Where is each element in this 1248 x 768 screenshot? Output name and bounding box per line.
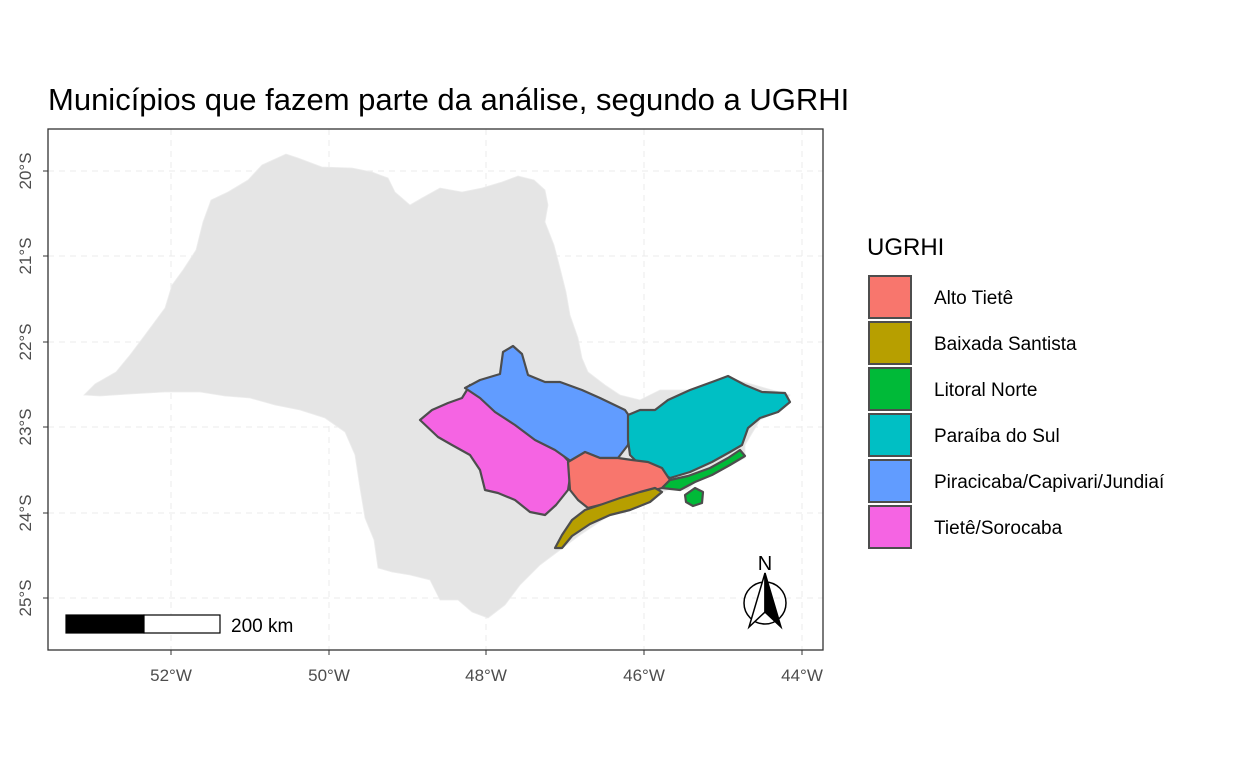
panel-border [47, 128, 824, 651]
legend-label-baixada-santista: Baixada Santista [934, 334, 1077, 355]
x-tick-label: 48°W [465, 666, 507, 685]
scale-bar: 200 km [65, 614, 293, 637]
map-title: Municípios que fazem parte da análise, s… [48, 82, 849, 117]
region-litoral-norte [660, 448, 747, 492]
north-arrow-label: N [758, 553, 772, 575]
scale-bar-segment-light [143, 614, 221, 634]
legend-title: UGRHI [867, 234, 944, 261]
region-baixada-santista [553, 486, 664, 550]
y-tick-label: 22°S [16, 323, 35, 360]
y-tick-label: 24°S [16, 494, 35, 531]
y-tick-label: 25°S [16, 579, 35, 616]
legend-swatch-tiete-sorocaba [868, 505, 912, 549]
north-arrow-right-half [764, 572, 783, 630]
axis-ticks [43, 170, 803, 655]
scale-bar-segment-dark [65, 614, 145, 634]
y-tick-label: 20°S [16, 152, 35, 189]
legend-label-alto-tiete: Alto Tietê [934, 288, 1013, 309]
x-tick-label: 52°W [150, 666, 192, 685]
y-tick-label: 23°S [16, 408, 35, 445]
x-tick-label: 46°W [623, 666, 665, 685]
legend-label-tiete-sorocaba: Tietê/Sorocaba [934, 518, 1063, 539]
legend-swatch-paraiba-do-sul [868, 413, 912, 457]
x-tick-label: 50°W [308, 666, 350, 685]
legend-swatch-baixada-santista [868, 321, 912, 365]
legend-swatch-litoral-norte [868, 367, 912, 411]
ugrhi-regions [418, 344, 792, 550]
y-tick-label: 21°S [16, 237, 35, 274]
legend-label-litoral-norte: Litoral Norte [934, 380, 1038, 401]
legend-swatch-piracicaba [868, 459, 912, 503]
region-island [683, 486, 705, 508]
legend-swatch-alto-tiete [868, 275, 912, 319]
legend-label-paraiba-do-sul: Paraíba do Sul [934, 426, 1060, 447]
scale-bar-label: 200 km [231, 616, 293, 637]
legend: UGRHI Alto Tietê Baixada Santista Litora… [867, 234, 1165, 549]
x-tick-label: 44°W [781, 666, 823, 685]
north-arrow-icon: N [743, 553, 787, 630]
legend-label-piracicaba: Piracicaba/Capivari/Jundiaí [934, 472, 1165, 493]
